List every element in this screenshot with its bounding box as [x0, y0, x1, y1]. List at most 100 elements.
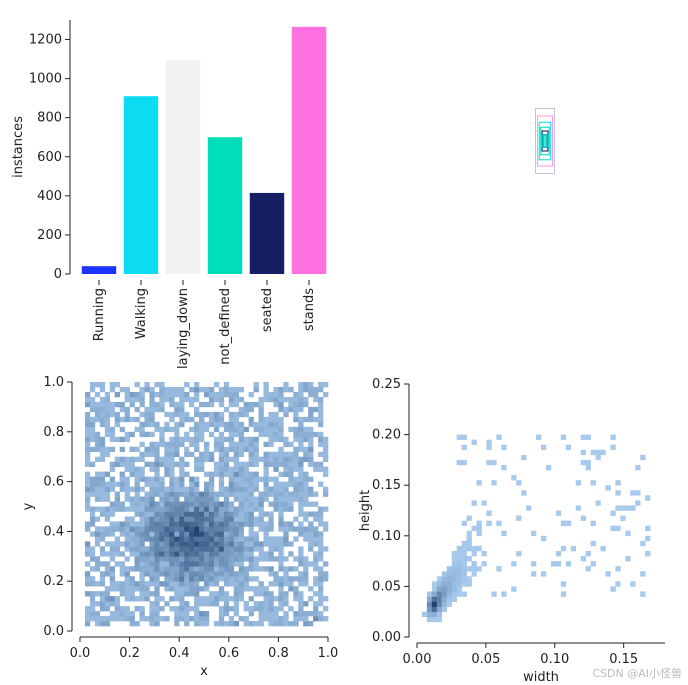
- heat-cell: [159, 476, 165, 482]
- heat-cell: [99, 446, 106, 453]
- heat-cell: [531, 571, 537, 577]
- xy-heatmap-y-tick-label: 0.4: [43, 524, 64, 539]
- heat-cell: [228, 606, 235, 612]
- heat-cell: [223, 606, 230, 612]
- heat-cell: [456, 434, 462, 440]
- heat-cell: [238, 586, 244, 592]
- heat-cell: [228, 431, 235, 438]
- heat-cell: [179, 526, 185, 532]
- heat-cell: [640, 591, 646, 597]
- heat-cell: [129, 516, 135, 522]
- heat-cell: [199, 451, 205, 457]
- heat-cell: [461, 576, 467, 582]
- heat-cell: [104, 616, 111, 622]
- heat-cell: [313, 386, 319, 393]
- heat-cell: [208, 601, 215, 607]
- heat-cell: [213, 546, 220, 552]
- heat-cell: [174, 621, 180, 627]
- heat-cell: [273, 396, 279, 403]
- heat-cell: [278, 576, 284, 582]
- heat-cell: [258, 591, 264, 597]
- heat-cell: [283, 456, 289, 462]
- heat-cell: [204, 581, 210, 587]
- heat-cell: [248, 611, 254, 617]
- heat-cell: [109, 521, 116, 527]
- heat-cell: [218, 476, 225, 482]
- heat-cell: [204, 496, 210, 502]
- heat-cell: [595, 500, 601, 506]
- heat-cell: [194, 566, 200, 572]
- heat-cell: [94, 441, 101, 448]
- heat-cell: [124, 581, 130, 587]
- heat-cell: [169, 551, 175, 557]
- heat-cell: [119, 386, 125, 393]
- heat-cell: [451, 561, 457, 567]
- heat-cell: [233, 426, 240, 433]
- heat-cell: [248, 586, 254, 592]
- heat-cell: [238, 466, 244, 472]
- heat-cell: [124, 466, 130, 472]
- heat-cell: [179, 511, 185, 517]
- heat-cell: [149, 431, 155, 438]
- heat-cell: [199, 496, 205, 502]
- heat-cell: [481, 561, 487, 567]
- heat-cell: [134, 566, 140, 572]
- heat-cell: [184, 461, 190, 467]
- heat-cell: [189, 396, 195, 403]
- heat-cell: [283, 556, 289, 562]
- heat-cell: [218, 561, 225, 567]
- heat-cell: [228, 506, 235, 512]
- heat-cell: [213, 526, 220, 532]
- heat-cell: [154, 606, 160, 612]
- heat-cell: [169, 466, 175, 472]
- heat-cell: [223, 611, 230, 617]
- heat-cell: [233, 396, 240, 403]
- heat-cell: [159, 426, 165, 433]
- heat-cell: [555, 550, 562, 557]
- heat-cell: [144, 501, 150, 507]
- heat-cell: [84, 456, 91, 462]
- heat-cell: [164, 411, 170, 418]
- heat-cell: [318, 586, 324, 592]
- heat-cell: [124, 531, 130, 537]
- heat-cell: [109, 501, 116, 507]
- heat-cell: [268, 456, 274, 462]
- heat-cell: [179, 436, 185, 443]
- heat-cell: [174, 506, 180, 512]
- heat-cell: [208, 576, 215, 582]
- heat-cell: [164, 496, 170, 502]
- heat-cell: [139, 551, 145, 557]
- heat-cell: [99, 576, 106, 582]
- heat-cell: [99, 536, 106, 542]
- heat-cell: [313, 416, 319, 423]
- heat-cell: [109, 596, 116, 602]
- heat-cell: [119, 446, 125, 453]
- heat-cell: [228, 571, 235, 577]
- heat-cell: [273, 456, 279, 462]
- heat-cell: [84, 491, 91, 497]
- heat-cell: [89, 436, 96, 443]
- heat-cell: [298, 401, 304, 408]
- heat-cell: [119, 456, 125, 462]
- heat-cell: [233, 481, 240, 487]
- xy-heatmap-y-tick-label: 0.8: [43, 425, 64, 440]
- heat-cell: [199, 551, 205, 557]
- heat-cell: [184, 576, 190, 582]
- heat-cell: [273, 391, 279, 398]
- heat-cell: [179, 471, 185, 477]
- heat-cell: [218, 486, 225, 492]
- heat-cell: [640, 571, 646, 577]
- heat-cell: [139, 586, 145, 592]
- heat-cell: [199, 421, 205, 428]
- heat-cell: [243, 501, 249, 507]
- heat-cell: [283, 461, 289, 467]
- heat-cell: [293, 616, 299, 622]
- heat-cell: [114, 416, 120, 423]
- heat-cell: [179, 396, 185, 403]
- heat-cell: [139, 556, 145, 562]
- heat-cell: [179, 476, 185, 482]
- heat-cell: [119, 551, 125, 557]
- heat-cell: [461, 520, 467, 526]
- heat-cell: [243, 446, 249, 453]
- heat-cell: [233, 556, 240, 562]
